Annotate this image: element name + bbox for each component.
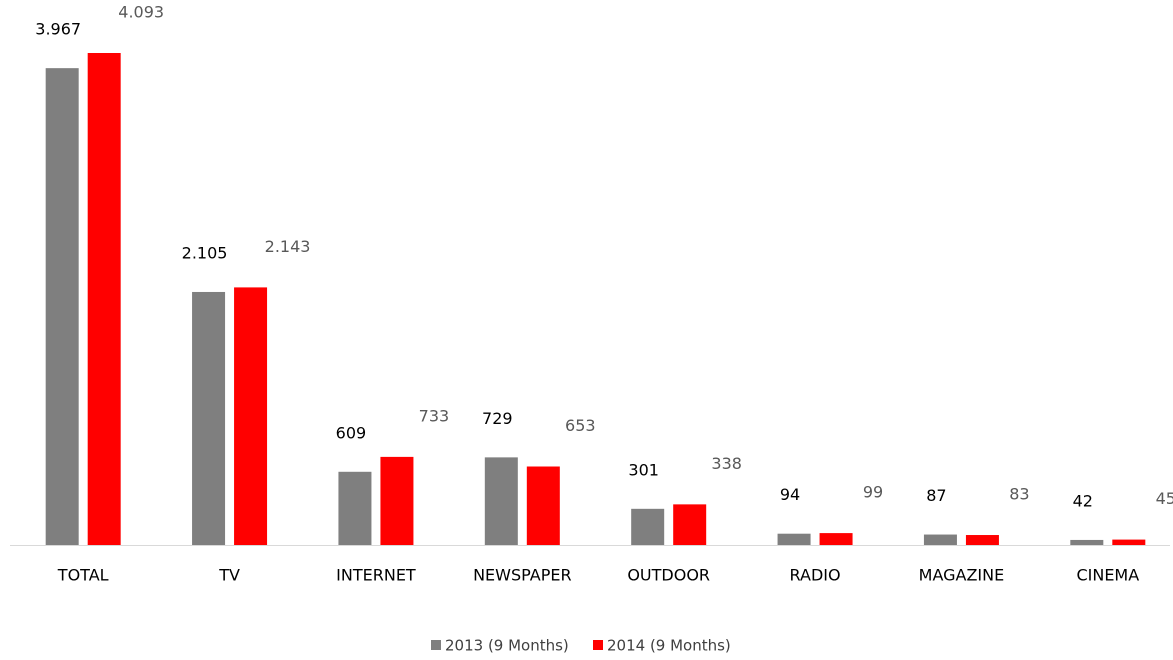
bar [1112, 539, 1146, 545]
x-tick-label: INTERNET [336, 566, 416, 585]
data-label: 338 [711, 454, 742, 473]
data-label: 2.105 [182, 243, 228, 262]
data-label: 2.143 [265, 237, 311, 256]
bar [923, 534, 957, 545]
bar [87, 53, 121, 545]
data-label: 3.967 [35, 20, 81, 39]
bar [192, 291, 226, 545]
data-label: 729 [482, 409, 513, 428]
data-label: 733 [419, 406, 450, 425]
data-label: 609 [336, 423, 367, 442]
bar [673, 504, 707, 545]
x-tick-label: TOTAL [57, 566, 109, 585]
bar [234, 287, 268, 545]
legend-label: 2014 (9 Months) [607, 637, 731, 655]
x-tick-label: OUTDOOR [627, 566, 710, 585]
x-tick-label: CINEMA [1076, 566, 1139, 585]
bar [965, 535, 999, 545]
bar [819, 533, 853, 545]
bar [380, 456, 414, 545]
legend-label: 2013 (9 Months) [445, 637, 569, 655]
data-label: 301 [628, 460, 659, 479]
bar [526, 466, 560, 545]
x-tick-label: MAGAZINE [919, 566, 1005, 585]
legend-swatch [593, 640, 603, 650]
bar [631, 508, 665, 545]
data-label: 42 [1073, 491, 1093, 510]
data-label: 4.093 [118, 3, 164, 22]
data-label: 45 [1156, 489, 1173, 508]
bar [1070, 539, 1104, 545]
data-label: 83 [1009, 485, 1029, 504]
data-label: 94 [780, 485, 800, 504]
bar [338, 471, 372, 545]
bar [777, 533, 811, 545]
x-tick-label: NEWSPAPER [473, 566, 572, 585]
x-tick-label: RADIO [790, 566, 841, 585]
data-label: 653 [565, 416, 596, 435]
legend-swatch [431, 640, 441, 650]
x-tick-label: TV [218, 566, 240, 585]
data-label: 99 [863, 483, 883, 502]
data-label: 87 [926, 486, 946, 505]
bar [484, 457, 518, 545]
bar [45, 68, 79, 545]
